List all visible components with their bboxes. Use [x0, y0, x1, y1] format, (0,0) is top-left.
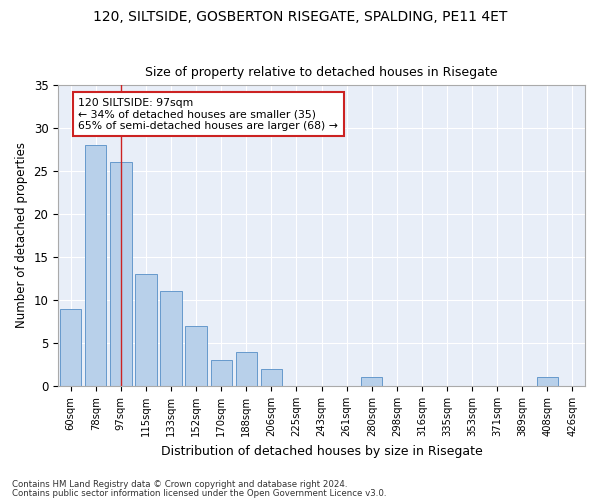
- Bar: [537, 378, 558, 386]
- Bar: [236, 352, 257, 386]
- Bar: [261, 369, 282, 386]
- Bar: [135, 274, 157, 386]
- Bar: [85, 145, 106, 386]
- Text: Contains HM Land Registry data © Crown copyright and database right 2024.: Contains HM Land Registry data © Crown c…: [12, 480, 347, 489]
- Bar: [211, 360, 232, 386]
- Text: 120 SILTSIDE: 97sqm
← 34% of detached houses are smaller (35)
65% of semi-detach: 120 SILTSIDE: 97sqm ← 34% of detached ho…: [78, 98, 338, 131]
- X-axis label: Distribution of detached houses by size in Risegate: Distribution of detached houses by size …: [161, 444, 482, 458]
- Bar: [160, 292, 182, 386]
- Bar: [60, 308, 82, 386]
- Bar: [185, 326, 207, 386]
- Text: Contains public sector information licensed under the Open Government Licence v3: Contains public sector information licen…: [12, 489, 386, 498]
- Bar: [361, 378, 382, 386]
- Title: Size of property relative to detached houses in Risegate: Size of property relative to detached ho…: [145, 66, 498, 80]
- Text: 120, SILTSIDE, GOSBERTON RISEGATE, SPALDING, PE11 4ET: 120, SILTSIDE, GOSBERTON RISEGATE, SPALD…: [93, 10, 507, 24]
- Bar: [110, 162, 131, 386]
- Y-axis label: Number of detached properties: Number of detached properties: [15, 142, 28, 328]
